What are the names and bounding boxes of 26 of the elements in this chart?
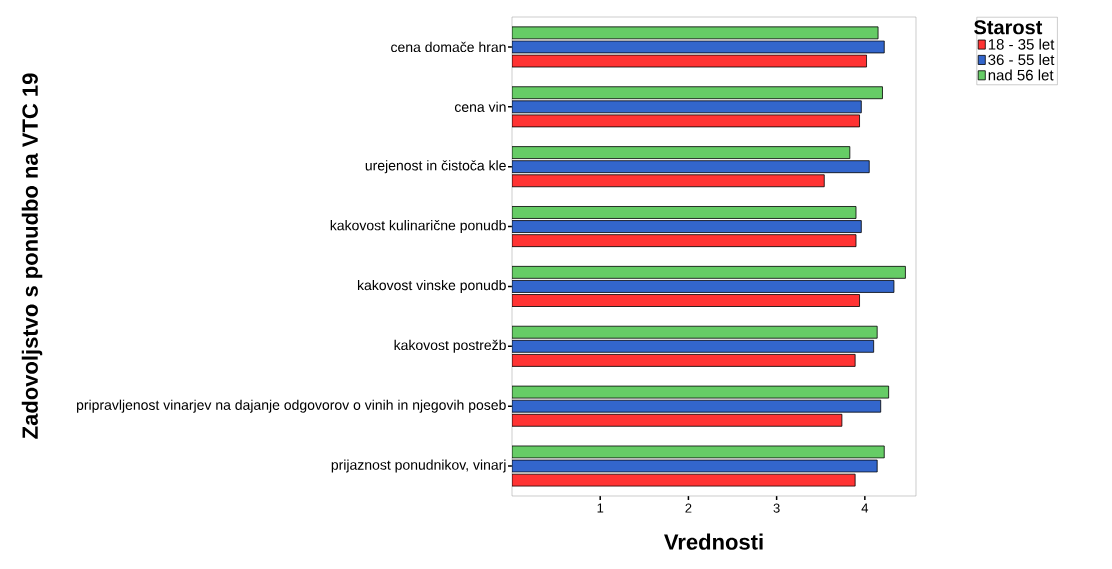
x-tick-label: 1 — [597, 503, 604, 513]
y-tick-label: urejenost in čistoča kle — [365, 160, 506, 174]
legend-label: nad 56 let — [988, 69, 1054, 81]
y-tick-label: cena vin — [454, 101, 506, 112]
bar — [512, 26, 879, 40]
y-tick-label: prijaznost ponudnikov, vinarj — [331, 459, 506, 473]
bar — [512, 100, 862, 114]
y-tick-label: kakovost postrežb — [394, 339, 506, 353]
bar — [512, 399, 882, 413]
bar — [512, 473, 856, 487]
bar — [512, 280, 895, 293]
legend-title: Starost — [974, 20, 1043, 35]
bar — [512, 220, 862, 233]
y-tick-label: pripravljenost vinarjev na dajanje odgovorov o vinih in njegovih poseb — [77, 399, 506, 413]
x-tick-label: 2 — [685, 503, 692, 513]
y-tick-label: kakovost kulinarične ponudb — [330, 220, 506, 234]
y-tick-label: cena domače hran — [391, 41, 506, 53]
legend-label: 36 - 55 let — [988, 54, 1055, 66]
x-tick-label: 4 — [861, 503, 869, 513]
bar — [512, 160, 870, 174]
x-axis-title: Vrednosti — [664, 533, 763, 550]
y-axis-title: Zadovoljstvo s ponudbo na VTC 19 — [21, 73, 43, 439]
bar — [512, 339, 875, 353]
legend-label: 18 - 35 let — [988, 38, 1055, 50]
x-tick-label: 3 — [773, 503, 780, 513]
y-tick-label: kakovost vinske ponudb — [357, 279, 506, 293]
